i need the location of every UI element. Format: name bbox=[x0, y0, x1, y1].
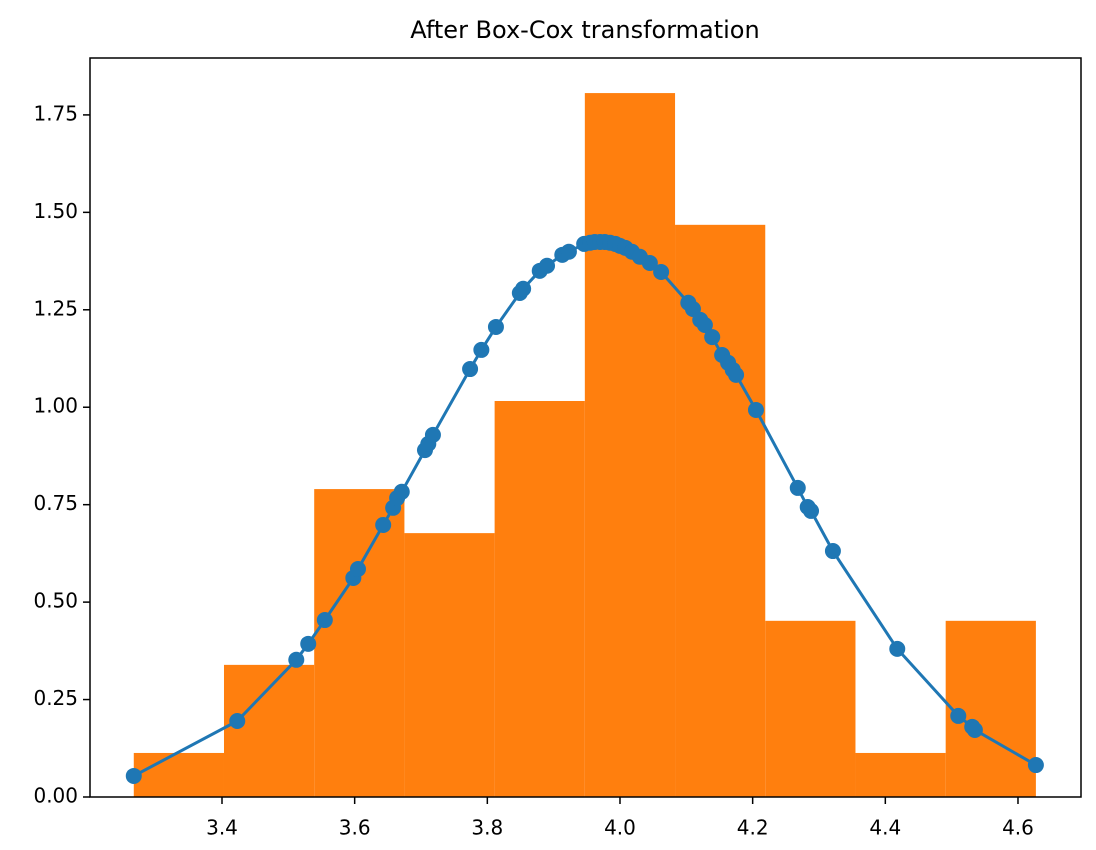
histogram-bar bbox=[133, 752, 224, 797]
density-point bbox=[349, 560, 366, 577]
y-tick-label: 1.25 bbox=[33, 296, 78, 320]
density-point bbox=[950, 707, 967, 724]
density-point bbox=[487, 318, 504, 335]
density-point bbox=[462, 361, 479, 378]
y-tick-label: 0.25 bbox=[33, 686, 78, 710]
density-point bbox=[728, 366, 745, 383]
x-tick-label: 4.0 bbox=[604, 816, 636, 840]
y-tick-label: 0.50 bbox=[33, 589, 78, 613]
density-point bbox=[560, 243, 577, 260]
density-point bbox=[889, 640, 906, 657]
density-point bbox=[824, 543, 841, 560]
histogram-bar bbox=[584, 93, 676, 798]
density-point bbox=[424, 426, 441, 443]
density-point bbox=[473, 341, 490, 358]
density-point bbox=[539, 257, 556, 274]
density-point bbox=[300, 635, 317, 652]
histogram-bar bbox=[223, 664, 315, 797]
density-point bbox=[704, 329, 721, 346]
y-tick-label: 0.00 bbox=[33, 784, 78, 808]
x-tick-label: 3.6 bbox=[339, 816, 371, 840]
density-point bbox=[393, 483, 410, 500]
histogram-bar bbox=[494, 400, 585, 797]
x-tick-label: 3.4 bbox=[206, 816, 238, 840]
density-point bbox=[1027, 757, 1044, 774]
density-point bbox=[515, 280, 532, 297]
histogram-bar bbox=[765, 620, 856, 797]
density-point bbox=[641, 255, 658, 272]
density-point bbox=[696, 316, 713, 333]
y-tick-label: 1.50 bbox=[33, 199, 78, 223]
x-tick-label: 3.8 bbox=[471, 816, 503, 840]
density-point bbox=[789, 479, 806, 496]
histogram-bar bbox=[314, 489, 405, 797]
y-tick-label: 1.75 bbox=[33, 101, 78, 125]
histogram-bar bbox=[404, 533, 495, 797]
x-tick-label: 4.2 bbox=[737, 816, 769, 840]
x-tick-label: 4.4 bbox=[869, 816, 901, 840]
histogram-bar bbox=[675, 224, 766, 797]
plot-frame bbox=[89, 57, 1082, 798]
y-tick-label: 0.75 bbox=[33, 491, 78, 515]
chart-title: After Box-Cox transformation bbox=[410, 16, 759, 44]
density-point bbox=[288, 651, 305, 668]
density-point bbox=[125, 767, 142, 784]
density-point bbox=[966, 721, 983, 738]
x-tick-label: 4.6 bbox=[1002, 816, 1034, 840]
y-tick-label: 1.00 bbox=[33, 394, 78, 418]
density-point bbox=[316, 612, 333, 629]
density-point bbox=[229, 712, 246, 729]
histogram-bar bbox=[855, 752, 946, 797]
density-point bbox=[803, 502, 820, 519]
density-point bbox=[653, 263, 670, 280]
density-point bbox=[375, 516, 392, 533]
density-point bbox=[747, 401, 764, 418]
